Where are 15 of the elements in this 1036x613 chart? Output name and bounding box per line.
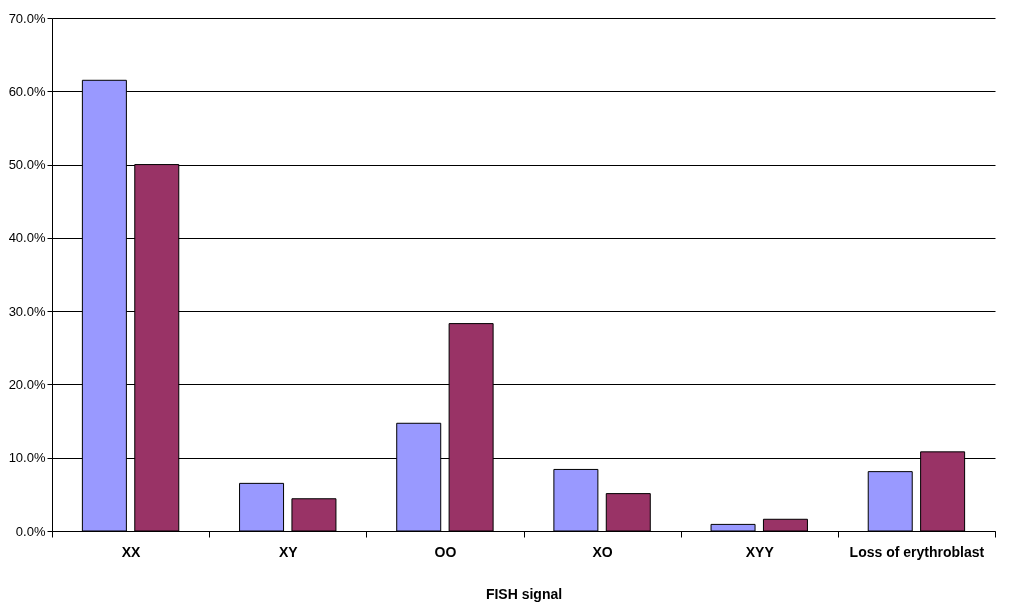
x-tick-label: XX (121, 543, 142, 560)
y-tick-label: 0.0% (15, 523, 46, 539)
y-tick-label: 20.0% (8, 376, 46, 392)
x-tick-label: XYY (745, 543, 775, 560)
y-tick-label: 70.0% (8, 10, 46, 26)
x-tick-label: OO (434, 543, 457, 560)
y-tick-label: 30.0% (8, 303, 46, 319)
y-tick-label: 60.0% (8, 83, 46, 99)
x-tick-label: Loss of erythroblast (849, 543, 985, 560)
y-tick-label: 10.0% (8, 450, 46, 466)
x-tick-label: XO (592, 543, 613, 560)
x-tick-label: XY (278, 543, 299, 560)
y-tick-label: 50.0% (8, 157, 46, 173)
x-axis-title: FISH signal (485, 585, 563, 602)
y-tick-label: 40.0% (8, 230, 46, 246)
